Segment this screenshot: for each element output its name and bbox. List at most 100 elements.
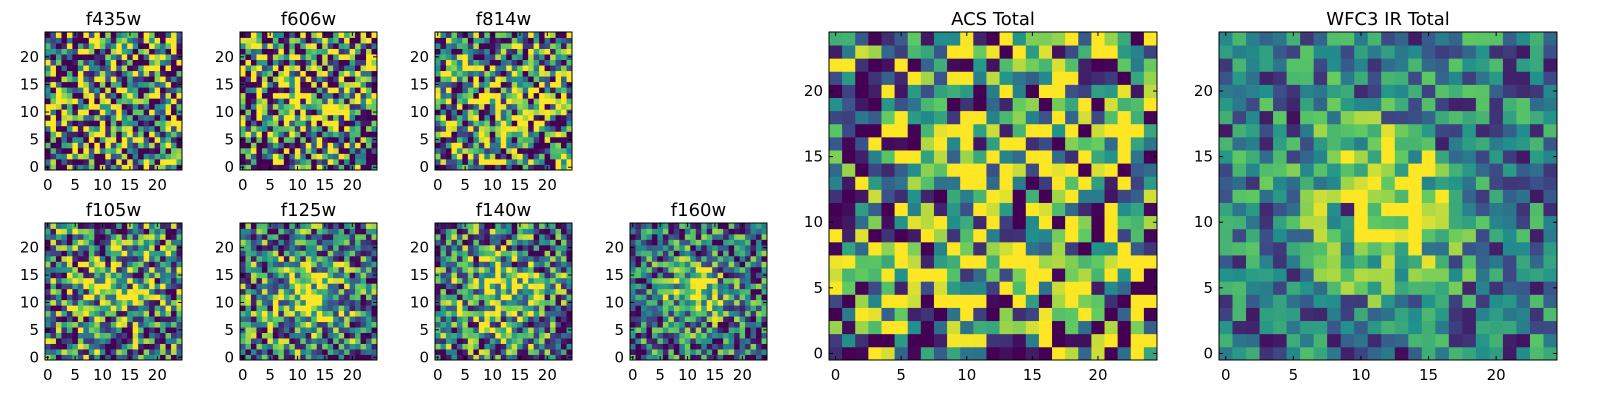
heatmap-cell [110,70,117,77]
heatmap-cell [445,305,452,312]
heatmap-cell [646,250,653,257]
heatmap-cell [72,272,79,279]
heatmap-cell [657,332,664,339]
heatmap-cell [1025,268,1040,282]
heatmap-cell [245,299,252,306]
heatmap-cell [473,109,480,116]
heatmap-cell [289,250,296,257]
heatmap-cell [561,125,567,132]
heatmap-cell [110,321,117,328]
heatmap-cell [695,250,702,257]
heatmap-cell [528,343,535,350]
heatmap-cell [635,266,642,273]
heatmap-cell [445,332,452,339]
heatmap-cell [83,70,90,77]
heatmap-cell [750,305,757,312]
heatmap-cell [435,321,441,328]
heatmap-cell [240,98,246,105]
heatmap-cell [121,299,128,306]
heatmap-cell [960,320,974,335]
heatmap-cell [555,255,562,262]
heatmap-cell [149,103,155,110]
heatmap-cell [305,244,312,251]
heatmap-cell [761,266,768,273]
heatmap-cell [635,283,642,290]
heatmap-cell [500,65,507,72]
heatmap-cell [684,349,691,355]
heatmap-cell [478,142,485,149]
heatmap-cell [445,103,452,110]
heatmap-cell [960,307,974,322]
heatmap-cell [360,131,367,138]
heatmap-cell [745,250,751,257]
heatmap-cell [138,120,145,127]
heatmap-cell [72,142,79,149]
heatmap-cell [473,223,480,229]
heatmap-cell [149,81,155,88]
heatmap-cell [105,338,112,344]
heatmap-cell [66,114,73,121]
heatmap-cell [66,98,73,105]
heatmap-cell [500,338,507,344]
heatmap-cell [116,354,123,361]
heatmap-cell [462,153,469,160]
heatmap-cell [550,354,556,361]
heatmap-cell [294,310,301,317]
heatmap-cell [72,43,79,49]
heatmap-cell [695,233,702,240]
heatmap-cell [522,250,529,257]
heatmap-cell [278,332,285,339]
heatmap-cell [267,114,274,121]
heatmap-cell [327,147,334,154]
heatmap-cell [566,48,573,55]
heatmap-cell [640,327,647,333]
heatmap-cell [311,76,318,83]
heatmap-cell [305,54,312,60]
heatmap-cell [245,158,252,165]
heatmap-cell [679,327,686,333]
heatmap-cell [555,239,562,246]
heatmap-cell [528,332,535,339]
heatmap-cell [143,59,150,66]
heatmap-cell [484,37,491,44]
heatmap-cell [701,250,708,257]
heatmap-cell [272,255,279,262]
heatmap-cell [690,228,697,235]
y-tick-label: 10 [20,293,39,311]
heatmap-cell [745,261,751,268]
heatmap-cell [165,98,172,105]
heatmap-cell [756,294,762,301]
heatmap-cell [267,81,274,88]
heatmap-cell [294,288,301,295]
heatmap-cell [561,299,567,306]
y-tick-label: 10 [215,293,234,311]
heatmap-cell [511,239,518,246]
heatmap-cell [728,338,735,344]
heatmap-cell [999,255,1014,269]
heatmap-cell [440,349,447,355]
heatmap-cell [344,261,350,268]
heatmap-cell [550,54,556,60]
heatmap-cell [690,338,697,344]
heatmap-cell [842,294,856,308]
heatmap-cell [739,294,746,301]
heatmap-cell [440,54,447,60]
heatmap-cell [544,316,551,323]
heatmap-cell [283,92,290,99]
heatmap-cell [701,228,708,235]
heatmap-cell [160,153,166,160]
heatmap-cell [1130,176,1145,190]
heatmap-cell [478,223,485,229]
heatmap-cell [154,98,161,105]
heatmap-cell [171,142,177,149]
heatmap-cell [517,233,524,240]
heatmap-cell [83,136,90,143]
heatmap-cell [506,310,513,317]
heatmap-cell [305,272,312,279]
heatmap-cell [630,316,636,323]
heatmap-cell [528,120,535,127]
heatmap-cell [267,327,274,333]
heatmap-cell [316,239,323,246]
heatmap-cell [473,153,480,160]
heatmap-cell [829,294,843,308]
